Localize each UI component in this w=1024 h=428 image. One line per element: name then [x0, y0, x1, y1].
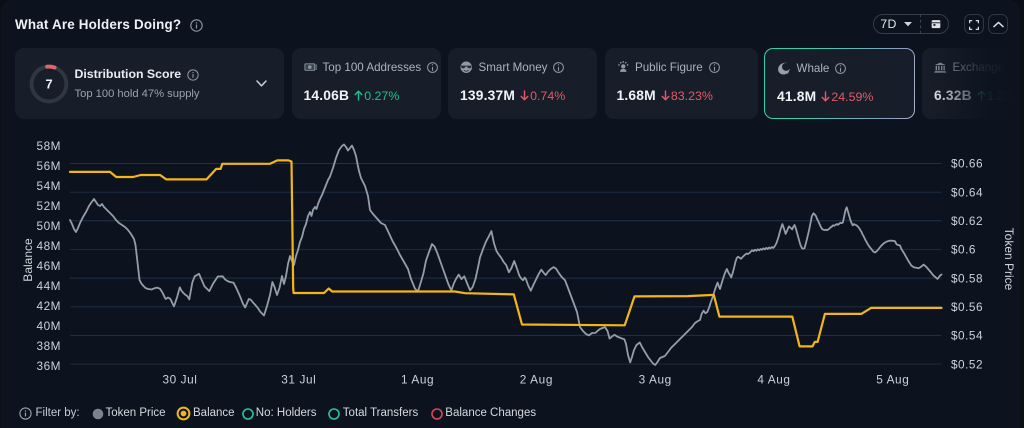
- svg-text:2 Aug: 2 Aug: [520, 372, 553, 386]
- svg-text:56M: 56M: [37, 159, 61, 173]
- svg-text:44M: 44M: [37, 279, 61, 293]
- svg-text:$0.64: $0.64: [951, 185, 983, 199]
- svg-text:30 Jul: 30 Jul: [162, 372, 197, 386]
- svg-text:38M: 38M: [37, 339, 61, 353]
- svg-text:58M: 58M: [37, 139, 61, 153]
- svg-text:50M: 50M: [37, 219, 61, 233]
- svg-text:$0.6: $0.6: [951, 243, 976, 257]
- svg-text:36M: 36M: [37, 359, 61, 373]
- svg-text:$0.54: $0.54: [951, 329, 983, 343]
- svg-text:$0.62: $0.62: [951, 214, 983, 228]
- svg-text:$0.58: $0.58: [951, 271, 983, 285]
- svg-text:Balance: Balance: [21, 238, 35, 282]
- svg-text:31 Jul: 31 Jul: [281, 372, 316, 386]
- svg-text:5 Aug: 5 Aug: [876, 372, 909, 386]
- svg-text:7: 7: [45, 77, 52, 92]
- svg-text:40M: 40M: [37, 319, 61, 333]
- svg-text:$0.56: $0.56: [951, 300, 983, 314]
- svg-text:$0.52: $0.52: [951, 357, 983, 371]
- svg-text:54M: 54M: [37, 179, 61, 193]
- svg-text:4 Aug: 4 Aug: [757, 372, 790, 386]
- svg-text:46M: 46M: [37, 259, 61, 273]
- svg-text:52M: 52M: [37, 199, 61, 213]
- svg-text:3 Aug: 3 Aug: [639, 372, 672, 386]
- svg-text:42M: 42M: [37, 299, 61, 313]
- svg-text:1 Aug: 1 Aug: [401, 372, 434, 386]
- svg-text:48M: 48M: [37, 239, 61, 253]
- svg-text:$0.66: $0.66: [951, 157, 983, 171]
- svg-text:Token Price: Token Price: [1002, 228, 1016, 291]
